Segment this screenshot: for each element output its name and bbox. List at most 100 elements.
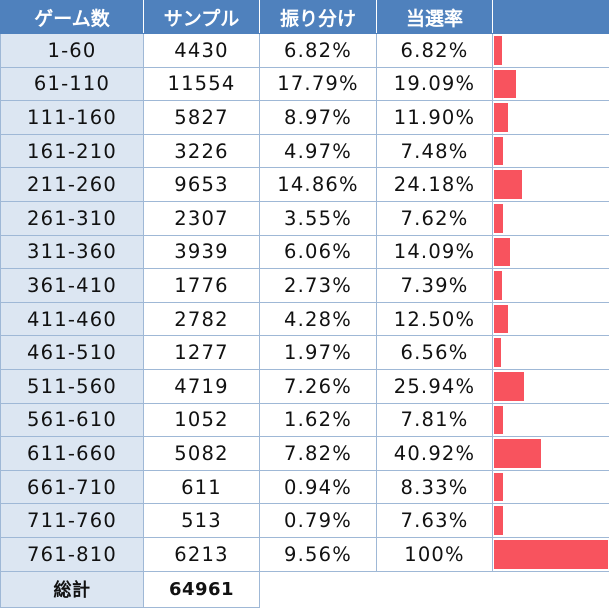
- header-bar: [492, 0, 609, 34]
- table-row: 611-660 5082 7.82% 40.92%: [0, 436, 609, 471]
- win-rate-bar: [494, 439, 541, 468]
- win-rate-cell: 6.56%: [376, 335, 493, 370]
- sample-cell: 11554: [143, 66, 260, 102]
- distribution-cell: 3.55%: [259, 200, 377, 236]
- sample-cell: 2307: [143, 200, 260, 236]
- total-empty-cell: [376, 571, 493, 608]
- win-rate-bar: [494, 237, 510, 267]
- win-rate-bar-cell: [492, 335, 609, 370]
- win-rate-bar: [494, 338, 501, 367]
- win-rate-bar-cell: [492, 301, 609, 337]
- sample-cell: 1776: [143, 268, 260, 303]
- game-range-cell: 761-810: [0, 536, 144, 572]
- win-rate-bar-cell: [492, 268, 609, 303]
- game-range-cell: 711-760: [0, 503, 144, 538]
- win-rate-bar-cell: [492, 503, 609, 538]
- total-empty-cell: [259, 571, 377, 608]
- sample-cell: 1052: [143, 402, 260, 438]
- distribution-cell: 14.86%: [259, 167, 377, 202]
- win-rate-bar: [494, 405, 503, 435]
- win-rate-cell: 7.81%: [376, 402, 493, 438]
- win-rate-bar: [494, 203, 503, 233]
- win-rate-cell: 40.92%: [376, 436, 493, 471]
- game-range-cell: 211-260: [0, 167, 144, 202]
- win-rate-cell: 12.50%: [376, 301, 493, 337]
- win-rate-bar-cell: [492, 66, 609, 102]
- table-row: 661-710 611 0.94% 8.33%: [0, 469, 609, 505]
- game-range-cell: 661-710: [0, 469, 144, 505]
- table-row: 261-310 2307 3.55% 7.62%: [0, 200, 609, 236]
- win-rate-bar: [494, 271, 502, 300]
- game-range-cell: 561-610: [0, 402, 144, 438]
- win-rate-bar-cell: [492, 100, 609, 135]
- win-rate-bar-cell: [492, 167, 609, 202]
- win-rate-bar-cell: [492, 33, 609, 68]
- win-rate-cell: 8.33%: [376, 469, 493, 505]
- win-rate-bar: [494, 69, 516, 99]
- sample-cell: 4430: [143, 33, 260, 68]
- total-value: 64961: [143, 570, 260, 608]
- sample-cell: 513: [143, 503, 260, 538]
- sample-cell: 6213: [143, 536, 260, 572]
- distribution-cell: 9.56%: [259, 536, 377, 572]
- sample-cell: 611: [143, 469, 260, 505]
- header-distribution: 振り分け: [259, 0, 377, 34]
- win-rate-cell: 14.09%: [376, 234, 493, 270]
- game-range-cell: 311-360: [0, 234, 144, 270]
- win-rate-cell: 7.62%: [376, 200, 493, 236]
- game-range-cell: 611-660: [0, 436, 144, 471]
- win-rate-cell: 11.90%: [376, 100, 493, 135]
- win-rate-cell: 7.63%: [376, 503, 493, 538]
- table-row: 161-210 3226 4.97% 7.48%: [0, 133, 609, 169]
- table-row: 1-60 4430 6.82% 6.82%: [0, 33, 609, 68]
- total-label: 総計: [0, 570, 144, 608]
- win-rate-bar: [494, 136, 503, 166]
- table-row: 411-460 2782 4.28% 12.50%: [0, 301, 609, 337]
- win-rate-cell: 7.48%: [376, 133, 493, 169]
- win-rate-bar: [494, 506, 503, 535]
- sample-cell: 2782: [143, 301, 260, 337]
- total-empty-cell: [492, 571, 609, 608]
- distribution-cell: 0.79%: [259, 503, 377, 538]
- distribution-cell: 4.97%: [259, 133, 377, 169]
- distribution-cell: 7.26%: [259, 368, 377, 404]
- distribution-cell: 7.82%: [259, 436, 377, 471]
- sample-cell: 3226: [143, 133, 260, 169]
- sample-cell: 5082: [143, 436, 260, 471]
- game-range-cell: 111-160: [0, 100, 144, 135]
- distribution-cell: 2.73%: [259, 268, 377, 303]
- table-row: 61-110 11554 17.79% 19.09%: [0, 66, 609, 102]
- distribution-cell: 8.97%: [259, 100, 377, 135]
- win-rate-bar: [494, 539, 608, 569]
- table-row: 361-410 1776 2.73% 7.39%: [0, 268, 609, 303]
- game-range-cell: 411-460: [0, 301, 144, 337]
- sample-cell: 3939: [143, 234, 260, 270]
- table-row: 111-160 5827 8.97% 11.90%: [0, 100, 609, 135]
- sample-cell: 5827: [143, 100, 260, 135]
- win-rate-bar-cell: [492, 436, 609, 471]
- game-range-cell: 61-110: [0, 66, 144, 102]
- win-rate-cell: 100%: [376, 536, 493, 572]
- win-rate-bar-cell: [492, 133, 609, 169]
- table-row: 511-560 4719 7.26% 25.94%: [0, 368, 609, 404]
- distribution-cell: 6.82%: [259, 33, 377, 68]
- win-rate-bar: [494, 36, 502, 65]
- win-rate-bar-cell: [492, 200, 609, 236]
- distribution-cell: 1.62%: [259, 402, 377, 438]
- win-rate-bar-cell: [492, 368, 609, 404]
- win-rate-cell: 24.18%: [376, 167, 493, 202]
- game-range-cell: 511-560: [0, 368, 144, 404]
- sample-cell: 9653: [143, 167, 260, 202]
- game-range-cell: 1-60: [0, 33, 144, 68]
- win-rate-cell: 7.39%: [376, 268, 493, 303]
- header-win-rate: 当選率: [376, 0, 493, 34]
- table-row: 711-760 513 0.79% 7.63%: [0, 503, 609, 538]
- table-row: 461-510 1277 1.97% 6.56%: [0, 335, 609, 370]
- win-rate-bar: [494, 371, 524, 401]
- table-row: 211-260 9653 14.86% 24.18%: [0, 167, 609, 202]
- win-rate-cell: 6.82%: [376, 33, 493, 68]
- header-game-count: ゲーム数: [0, 0, 144, 34]
- game-range-cell: 161-210: [0, 133, 144, 169]
- game-range-cell: 461-510: [0, 335, 144, 370]
